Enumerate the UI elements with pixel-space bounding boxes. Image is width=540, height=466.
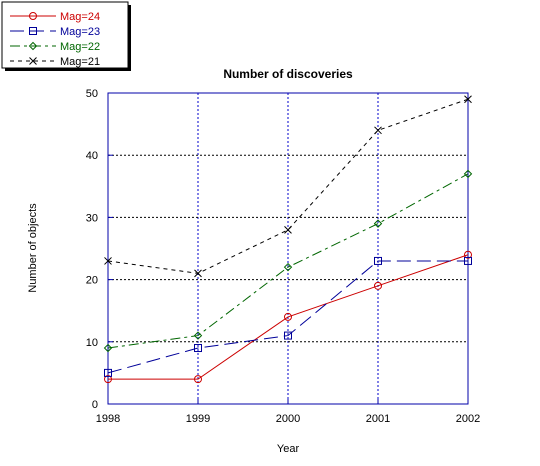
series-line — [107, 260, 468, 374]
data-point — [464, 95, 472, 104]
y-axis-title: Number of objects — [27, 203, 39, 293]
x-tick-label: 1998 — [96, 413, 120, 425]
x-tick-label: 2001 — [366, 413, 390, 425]
legend-label: Mag=24 — [60, 11, 100, 23]
data-point — [104, 375, 112, 384]
data-point — [374, 126, 382, 135]
data-point — [373, 219, 383, 228]
data-point — [283, 262, 293, 272]
axis-ticks — [107, 92, 469, 405]
series-layer — [103, 95, 473, 384]
data-point — [464, 250, 472, 259]
series-mag-22 — [103, 169, 473, 353]
data-point — [104, 257, 112, 265]
series-mag-24 — [104, 250, 472, 384]
y-tick-label: 20 — [86, 275, 98, 287]
y-tick-label: 10 — [86, 337, 98, 349]
series-line — [108, 254, 469, 380]
grid-lines — [108, 93, 468, 404]
legend-marker — [29, 57, 37, 65]
legend-item: Mag=23 — [10, 26, 100, 38]
legend-item: Mag=21 — [10, 56, 100, 68]
y-tick-label: 30 — [86, 212, 98, 224]
data-point — [284, 331, 292, 340]
data-point — [103, 343, 113, 353]
series-mag-23 — [104, 256, 472, 377]
x-axis-title: Year — [277, 443, 300, 455]
y-axis-tick-labels: 0 10 20 30 40 50 — [86, 88, 98, 411]
legend-label: Mag=23 — [60, 26, 100, 38]
legend-label: Mag=21 — [60, 56, 100, 68]
legend-item: Mag=24 — [10, 11, 100, 23]
data-point — [194, 344, 202, 353]
x-tick-label: 2000 — [276, 413, 300, 425]
data-point — [284, 225, 292, 234]
data-point — [374, 256, 382, 265]
chart-title: Number of discoveries — [223, 67, 353, 81]
data-point — [194, 269, 202, 278]
data-point — [104, 368, 112, 377]
y-tick-label: 50 — [86, 88, 98, 100]
x-tick-label: 1999 — [186, 413, 210, 425]
series-mag-21 — [104, 95, 472, 278]
data-point — [463, 169, 473, 179]
legend-items: Mag=24 Mag=23 Mag=22 Mag=21 — [10, 11, 100, 68]
legend: Mag=24 Mag=23 Mag=22 Mag=21 — [1, 1, 131, 71]
legend-marker — [28, 41, 38, 51]
data-point — [464, 256, 472, 265]
legend-box — [1, 1, 129, 69]
x-axis-tick-labels: 1998 1999 2000 2001 2002 — [96, 413, 480, 425]
data-point — [193, 331, 203, 340]
legend-marker — [29, 27, 37, 35]
y-tick-label: 40 — [86, 150, 98, 162]
series-line — [107, 173, 469, 349]
legend-marker — [29, 12, 37, 20]
data-point — [284, 312, 292, 321]
legend-item: Mag=22 — [10, 41, 100, 53]
y-tick-label: 0 — [92, 399, 98, 411]
data-point — [374, 281, 382, 290]
data-point — [194, 375, 202, 384]
x-tick-label: 2002 — [456, 413, 480, 425]
legend-label: Mag=22 — [60, 41, 100, 53]
